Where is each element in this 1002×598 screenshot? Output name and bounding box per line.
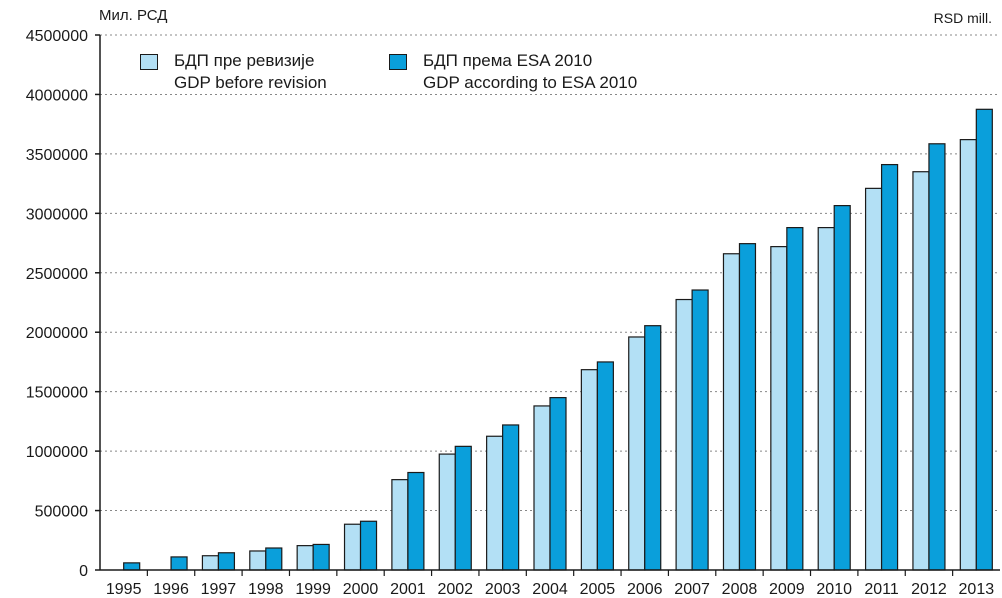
bar-gdp-esa2010 <box>359 520 378 571</box>
legend-label-before-revision-sr: БДП пре ревизије <box>174 51 315 70</box>
x-tick-label: 1996 <box>153 581 189 598</box>
bar-gdp-esa2010 <box>454 445 472 571</box>
bar-gdp-esa2010 <box>786 227 804 571</box>
x-tick-label: 1998 <box>248 581 284 598</box>
x-tick-label: 2006 <box>627 581 663 598</box>
bar-gdp-esa2010 <box>123 562 141 571</box>
bar-gdp-before-revision <box>249 550 267 571</box>
legend-item-esa2010: БДП према ESA 2010 GDP according to ESA … <box>389 50 637 94</box>
bar-gdp-before-revision <box>391 479 409 571</box>
bar-gdp-before-revision <box>770 246 788 571</box>
x-tick-label: 2003 <box>485 581 521 598</box>
y-tick-label: 1000000 <box>26 444 88 461</box>
bar-gdp-before-revision <box>296 545 314 571</box>
bar-gdp-before-revision <box>675 298 693 571</box>
x-tick-label: 2007 <box>674 581 710 598</box>
x-tick-label: 2004 <box>532 581 568 598</box>
bar-gdp-esa2010 <box>833 205 851 571</box>
bar-gdp-esa2010 <box>928 143 946 571</box>
bar-gdp-before-revision <box>722 253 741 571</box>
x-tick-label: 2011 <box>864 581 899 598</box>
x-tick-label: 2013 <box>959 581 995 598</box>
gridlines <box>100 34 1000 512</box>
y-tick-label: 1500000 <box>26 385 88 402</box>
bar-gdp-esa2010 <box>217 552 236 571</box>
y-tick-label: 2500000 <box>26 266 88 283</box>
bar-gdp-before-revision <box>864 187 883 571</box>
x-tick-label: 1995 <box>106 581 142 598</box>
bar-gdp-before-revision <box>959 139 977 571</box>
bar-gdp-before-revision <box>533 405 551 571</box>
legend-item-before-revision: БДП пре ревизије GDP before revision <box>140 50 327 94</box>
bar-gdp-before-revision <box>343 523 362 571</box>
bar-gdp-esa2010 <box>975 108 993 571</box>
x-tick-label: 2005 <box>580 581 616 598</box>
y-axis-unit-label-english: RSD mill. <box>933 10 992 26</box>
bar-gdp-esa2010 <box>549 397 567 571</box>
y-tick-label: 3000000 <box>26 206 88 223</box>
bar-gdp-before-revision <box>580 369 598 571</box>
legend-label-esa2010: БДП према ESA 2010 GDP according to ESA … <box>423 50 637 94</box>
bar-gdp-before-revision <box>201 555 220 571</box>
bar-gdp-esa2010 <box>880 163 899 571</box>
legend-swatch-before-revision <box>140 54 158 70</box>
x-tick-label: 2002 <box>437 581 473 598</box>
x-tick-label: 1999 <box>295 581 331 598</box>
x-tick-label: 2008 <box>722 581 758 598</box>
legend-label-esa2010-sr: БДП према ESA 2010 <box>423 51 593 70</box>
bar-gdp-before-revision <box>486 435 504 571</box>
bar-gdp-esa2010 <box>312 543 330 571</box>
bar-gdp-esa2010 <box>170 556 188 571</box>
legend-label-before-revision-en: GDP before revision <box>174 73 327 92</box>
y-tick-label: 4000000 <box>26 87 88 104</box>
y-tick-label: 2000000 <box>26 325 88 342</box>
y-axis-unit-label-serbian: Мил. РСД <box>99 7 168 24</box>
x-tick-label: 2010 <box>816 581 852 598</box>
axes <box>95 34 1000 576</box>
x-tick-labels: 1995 1996 1997 1998 1999 2000 2001 2002 2003 2004… <box>106 581 994 598</box>
bar-gdp-esa2010 <box>738 243 757 571</box>
legend-label-esa2010-en: GDP according to ESA 2010 <box>423 73 638 92</box>
x-tick-label: 1997 <box>201 581 237 598</box>
bar-gdp-esa2010 <box>265 547 283 571</box>
bar-gdp-before-revision <box>912 171 930 571</box>
bar-gdp-before-revision <box>438 453 456 571</box>
bar-gdp-esa2010 <box>691 289 709 571</box>
y-tick-labels: 0 500000 1000000 1500000 2000000 2500000 30000… <box>26 28 88 580</box>
bar-gdp-esa2010 <box>502 424 520 571</box>
bar-gdp-esa2010 <box>407 471 425 571</box>
x-tick-label: 2001 <box>390 581 426 598</box>
x-tick-label: 2000 <box>343 581 379 598</box>
bar-gdp-before-revision <box>628 336 646 571</box>
legend-swatch-esa2010 <box>389 54 407 70</box>
x-tick-label: 2009 <box>769 581 805 598</box>
y-tick-label: 3500000 <box>26 147 88 164</box>
y-tick-label: 500000 <box>35 504 88 521</box>
legend-label-before-revision: БДП пре ревизије GDP before revision <box>174 50 327 94</box>
bar-gdp-esa2010 <box>596 361 614 571</box>
bars <box>123 108 993 571</box>
bar-gdp-before-revision <box>817 227 835 571</box>
bar-gdp-esa2010 <box>644 325 662 571</box>
y-tick-label: 4500000 <box>26 28 88 45</box>
x-tick-label: 2012 <box>911 581 947 598</box>
y-tick-label: 0 <box>79 563 88 580</box>
